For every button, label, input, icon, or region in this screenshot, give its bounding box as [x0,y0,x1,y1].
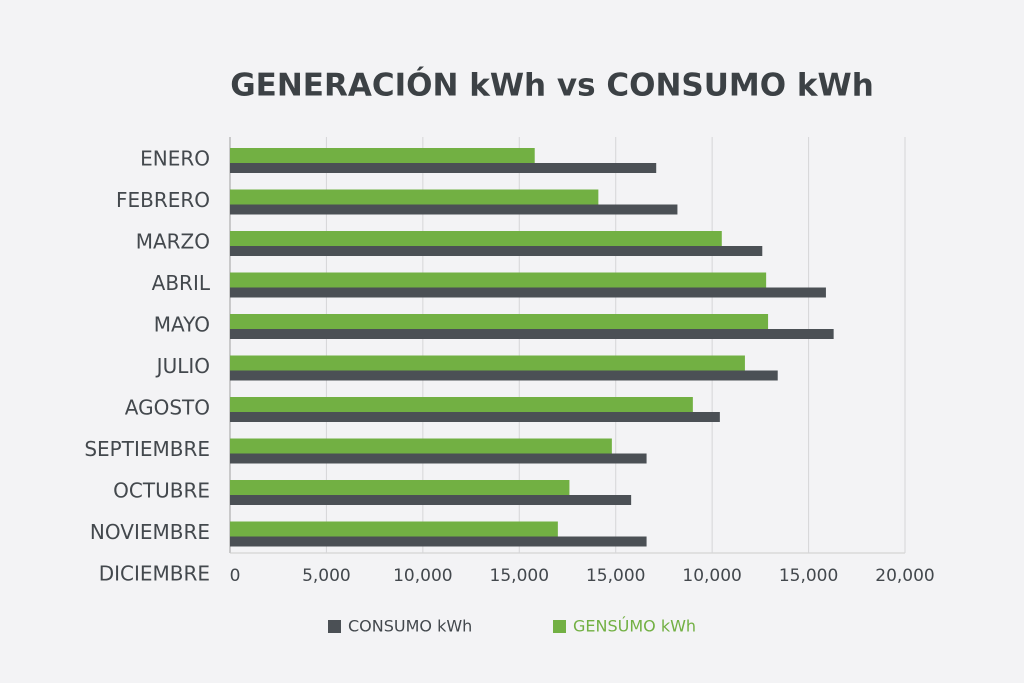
legend-label: GENSÚMO kWh [573,617,696,636]
bar [230,246,763,256]
y-tick-label: ENERO [140,147,210,171]
x-tick-label: 15,000 [490,566,549,586]
y-tick-label: AGOSTO [125,396,210,420]
bar [230,163,657,173]
legend-swatch [328,620,341,633]
bar [230,314,769,329]
legend-label: CONSUMO kWh [348,617,472,636]
y-tick-label: FEBRERO [116,188,210,212]
bar [230,480,570,495]
bar [230,148,535,163]
y-tick-label: ABRIL [152,271,211,295]
bar [230,370,778,381]
bar [230,438,612,454]
x-tick-label: 10,000 [682,566,741,586]
y-tick-label: SEPTIEMBRE [84,437,210,461]
x-tick-label: 0 [230,566,241,586]
bar [230,189,599,205]
bar [230,287,826,298]
bar [230,453,647,464]
legend-swatch [553,620,566,633]
y-tick-label: JULIO [155,354,210,378]
bar [230,355,745,371]
chart-title: GENERACIÓN kWh vs CONSUMO kWh [230,67,874,104]
x-tick-label: 5,000 [302,566,351,586]
y-tick-label: MARZO [136,230,210,254]
y-tick-label: MAYO [154,313,210,337]
bar [230,495,632,505]
bar [230,329,834,339]
bar [230,521,558,537]
x-tick-label: 20,000 [875,566,934,586]
y-tick-label: NOVIEMBRE [90,520,210,544]
bar [230,412,720,422]
bar [230,204,678,215]
x-tick-label: 15,000 [586,566,645,586]
bar [230,536,647,547]
bar [230,397,693,412]
y-tick-label: OCTUBRE [113,479,210,503]
y-tick-label: DICIEMBRE [99,562,210,586]
x-tick-label: 15,000 [779,566,838,586]
bar [230,231,722,246]
x-tick-label: 10,000 [393,566,452,586]
bar [230,272,767,288]
